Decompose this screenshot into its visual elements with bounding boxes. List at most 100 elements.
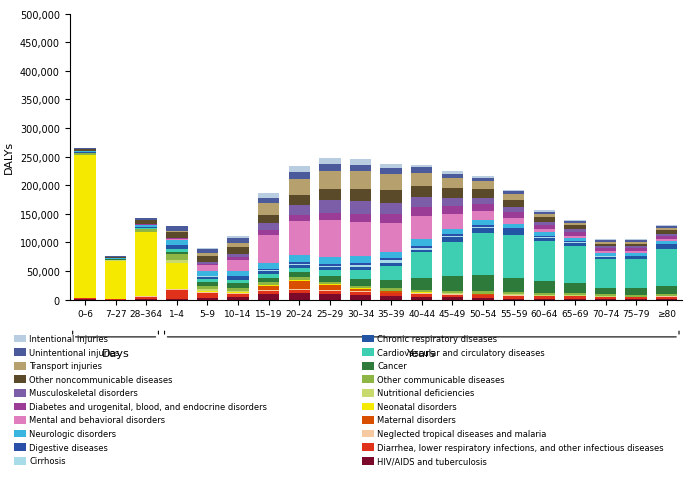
Bar [442, 174, 463, 178]
Bar [442, 237, 463, 238]
Bar [411, 294, 432, 297]
Bar [350, 222, 371, 257]
Bar [381, 297, 402, 300]
Text: Other noncommunicable diseases: Other noncommunicable diseases [29, 375, 173, 384]
Bar [534, 222, 555, 225]
Bar [411, 248, 432, 250]
Bar [228, 257, 248, 260]
Bar [350, 279, 371, 286]
Bar [258, 274, 279, 278]
Bar [411, 253, 432, 279]
Bar [258, 291, 279, 294]
Bar [319, 282, 340, 284]
Bar [411, 186, 432, 198]
Bar [503, 224, 524, 228]
Bar [595, 249, 616, 252]
Bar [197, 291, 218, 292]
Bar [534, 212, 555, 214]
Bar [503, 218, 524, 224]
Bar [166, 240, 187, 241]
Bar [595, 247, 616, 249]
Bar [228, 292, 248, 293]
Bar [473, 296, 493, 298]
Bar [626, 252, 647, 253]
Bar [228, 277, 248, 280]
Bar [595, 295, 616, 297]
Bar [74, 153, 95, 154]
Bar [197, 289, 218, 291]
Bar [136, 227, 157, 228]
Bar [503, 278, 524, 293]
Text: Neonatal disorders: Neonatal disorders [377, 402, 457, 411]
Bar [411, 293, 432, 294]
Bar [289, 166, 310, 172]
Bar [442, 238, 463, 242]
Bar [503, 195, 524, 201]
Bar [197, 286, 218, 289]
Bar [289, 281, 310, 289]
Bar [656, 297, 677, 300]
Bar [411, 246, 432, 248]
Bar [350, 289, 371, 292]
Bar [350, 172, 371, 189]
Bar [503, 192, 524, 195]
Bar [564, 297, 585, 300]
Bar [473, 298, 493, 300]
Bar [595, 297, 616, 300]
Bar [411, 173, 432, 186]
Bar [626, 247, 647, 249]
Bar [381, 215, 402, 224]
Bar [503, 299, 524, 300]
Bar [473, 295, 493, 296]
Bar [74, 155, 95, 298]
Bar [319, 268, 340, 271]
Bar [656, 242, 677, 244]
Bar [656, 227, 677, 229]
Bar [289, 256, 310, 263]
Bar [626, 256, 647, 257]
Bar [656, 245, 677, 249]
Bar [197, 262, 218, 264]
Bar [166, 289, 187, 290]
Bar [105, 260, 126, 261]
Bar [473, 227, 493, 228]
Bar [197, 264, 218, 266]
Bar [381, 191, 402, 203]
Bar [626, 298, 647, 300]
Bar [319, 220, 340, 257]
Text: Other communicable diseases: Other communicable diseases [377, 375, 505, 384]
Bar [258, 224, 279, 231]
Bar [473, 221, 493, 226]
Bar [258, 204, 279, 215]
Bar [197, 248, 218, 249]
Text: Chronic respiratory diseases: Chronic respiratory diseases [377, 334, 498, 343]
Bar [534, 296, 555, 299]
Bar [136, 218, 157, 220]
Bar [381, 168, 402, 175]
Bar [350, 189, 371, 202]
Bar [258, 285, 279, 286]
Bar [319, 276, 340, 282]
Bar [74, 154, 95, 155]
Bar [197, 294, 218, 298]
Bar [381, 261, 402, 263]
Bar [534, 225, 555, 230]
Bar [534, 299, 555, 300]
Bar [319, 266, 340, 268]
Bar [350, 263, 371, 265]
Bar [136, 226, 157, 227]
Text: Maternal disorders: Maternal disorders [377, 416, 456, 424]
Bar [534, 218, 555, 222]
Bar [166, 227, 187, 231]
Bar [258, 271, 279, 274]
Bar [381, 259, 402, 261]
Bar [166, 249, 187, 252]
Bar [656, 249, 677, 286]
Bar [319, 271, 340, 276]
Bar [381, 291, 402, 292]
Bar [442, 189, 463, 199]
Bar [411, 290, 432, 292]
Bar [136, 225, 157, 226]
Text: Musculoskeletal disorders: Musculoskeletal disorders [29, 389, 138, 397]
Bar [197, 254, 218, 257]
